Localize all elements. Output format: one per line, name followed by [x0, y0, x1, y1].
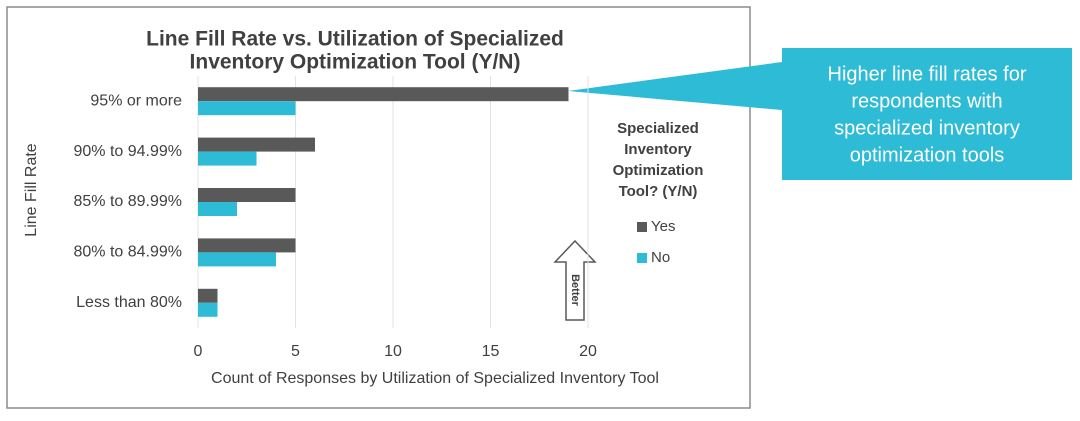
callout-pointer [568, 62, 782, 110]
y-tick-label: 95% or more [90, 92, 182, 109]
legend-label: Yes [651, 218, 675, 235]
bar [198, 151, 257, 166]
x-axis-title: Count of Responses by Utilization of Spe… [211, 370, 659, 387]
legend-title: Tool? (Y/N) [619, 183, 698, 200]
chart-title: Inventory Optimization Tool (Y/N) [190, 51, 521, 74]
legend-swatch [637, 253, 647, 263]
bar [198, 188, 296, 202]
bar [198, 101, 296, 116]
callout-text: specialized inventory [834, 117, 1020, 139]
x-tick-label: 0 [194, 343, 203, 360]
bar [198, 202, 237, 216]
arrow-shape [553, 239, 597, 321]
callout-text: Higher line fill rates for [828, 63, 1027, 85]
legend-label: No [651, 249, 670, 266]
x-tick-label: 20 [579, 343, 597, 360]
chart-title: Line Fill Rate vs. Utilization of Specia… [146, 28, 564, 51]
x-tick-label: 15 [482, 343, 500, 360]
y-tick-label: Less than 80% [76, 294, 182, 311]
x-tick-label: 5 [291, 343, 300, 360]
y-tick-label: 85% to 89.99% [73, 193, 182, 210]
bar [198, 238, 296, 253]
callout-text: optimization tools [850, 144, 1005, 166]
bar [198, 288, 218, 303]
legend-title: Specialized [617, 120, 699, 137]
better-arrow: Better [553, 239, 597, 321]
y-tick-label: 90% to 94.99% [73, 143, 182, 160]
y-axis-title: Line Fill Rate [23, 143, 40, 236]
bar [198, 252, 276, 267]
legend-swatch [637, 222, 647, 232]
callout [568, 48, 1072, 180]
bar [198, 137, 315, 152]
callout-text: respondents with [851, 90, 1002, 112]
legend-title: Inventory [624, 141, 692, 158]
y-tick-label: 80% to 84.99% [73, 244, 182, 261]
legend-title: Optimization [613, 162, 704, 179]
x-tick-label: 10 [384, 343, 402, 360]
callout-box [782, 48, 1072, 180]
bar [198, 302, 218, 317]
arrow-label: Better [569, 274, 581, 307]
bar [198, 87, 569, 102]
chart-frame [6, 6, 751, 409]
